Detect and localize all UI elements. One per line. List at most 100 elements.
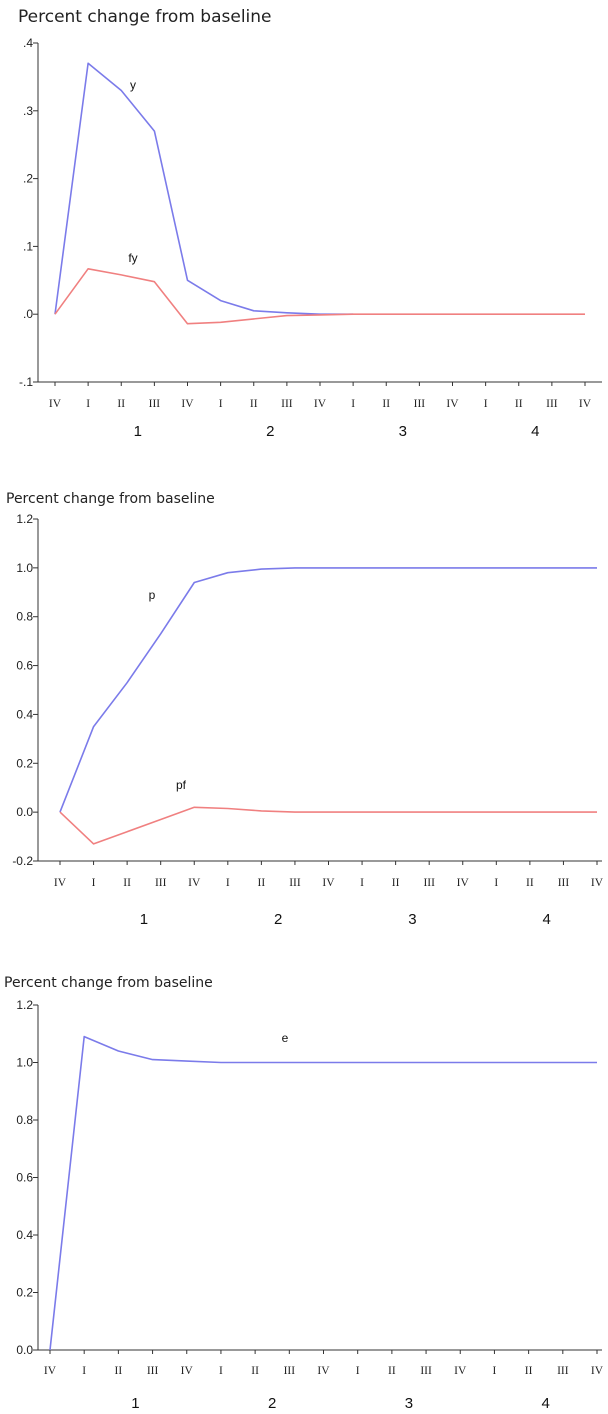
- y-tick-label: 0.2: [16, 756, 33, 770]
- x-tick-label: IV: [181, 1365, 194, 1377]
- y-tick-label: .2: [23, 172, 33, 186]
- x-tick-label: IV: [54, 877, 67, 889]
- x-tick-label: II: [117, 398, 125, 410]
- x-tick-label: I: [484, 398, 488, 410]
- year-label: 3: [399, 423, 407, 440]
- x-tick-label: I: [351, 398, 355, 410]
- y-tick-label: 1.2: [16, 998, 33, 1012]
- series-label-e: e: [282, 1031, 289, 1045]
- x-tick-label: I: [493, 1365, 497, 1377]
- x-tick-label: I: [92, 877, 96, 889]
- x-tick-label: II: [525, 1365, 533, 1377]
- series-line-p: [59, 567, 597, 813]
- y-tick-label: 1.2: [16, 512, 33, 526]
- y-tick-label: 0.4: [16, 1228, 33, 1242]
- chart-title: Percent change from baseline: [4, 975, 213, 991]
- x-tick-label: II: [250, 398, 258, 410]
- year-label: 3: [405, 1395, 413, 1412]
- x-tick-label: III: [414, 398, 426, 410]
- x-tick-label: IV: [322, 877, 335, 889]
- x-tick-label: I: [86, 398, 90, 410]
- chart-title: Percent change from baseline: [6, 491, 215, 507]
- year-label: 1: [131, 1395, 139, 1412]
- year-label: 4: [542, 1395, 550, 1412]
- x-tick-label: IV: [579, 398, 592, 410]
- x-tick-label: IV: [591, 877, 604, 889]
- x-tick-label: II: [388, 1365, 396, 1377]
- y-tick-label: 0.2: [16, 1286, 33, 1300]
- x-tick-label: I: [82, 1365, 86, 1377]
- x-tick-label: II: [392, 877, 400, 889]
- x-tick-label: III: [284, 1365, 296, 1377]
- x-tick-label: II: [515, 398, 523, 410]
- x-tick-label: III: [281, 398, 293, 410]
- x-tick-label: III: [147, 1365, 159, 1377]
- y-tick-label: 1.0: [16, 561, 33, 575]
- y-tick-label: 0.4: [16, 707, 33, 721]
- y-tick-label: 0.6: [16, 659, 33, 673]
- x-tick-label: III: [149, 398, 161, 410]
- x-tick-label: II: [115, 1365, 123, 1377]
- x-tick-label: II: [382, 398, 390, 410]
- year-label: 2: [274, 911, 282, 928]
- year-label: 2: [266, 423, 274, 440]
- series-label-pf: pf: [176, 778, 187, 792]
- x-tick-label: I: [219, 1365, 223, 1377]
- y-tick-label: 0.8: [16, 1113, 33, 1127]
- x-tick-label: IV: [446, 398, 459, 410]
- y-tick-label: -.1: [19, 375, 33, 389]
- y-tick-label: .4: [23, 36, 33, 50]
- x-tick-label: I: [360, 877, 364, 889]
- x-tick-label: III: [155, 877, 167, 889]
- x-tick-label: II: [526, 877, 534, 889]
- x-tick-label: IV: [454, 1365, 467, 1377]
- y-tick-label: -0.2: [12, 854, 33, 868]
- series-line-fy: [54, 267, 585, 325]
- year-label: 2: [268, 1395, 276, 1412]
- y-tick-label: .3: [23, 104, 33, 118]
- year-label: 4: [531, 423, 539, 440]
- x-tick-label: III: [546, 398, 558, 410]
- x-tick-label: II: [123, 877, 131, 889]
- x-tick-label: III: [558, 877, 570, 889]
- y-tick-label: 0.8: [16, 610, 33, 624]
- y-tick-label: 1.0: [16, 1056, 33, 1070]
- x-tick-label: IV: [317, 1365, 330, 1377]
- chart-title: Percent change from baseline: [18, 7, 272, 27]
- chart-3: Percent change from baseline 1.2 1.0 0.8 0.6…: [4, 975, 604, 1412]
- x-tick-label: IV: [457, 877, 470, 889]
- y-tick-label: .1: [23, 239, 33, 253]
- x-tick-label: II: [251, 1365, 259, 1377]
- x-tick-label: III: [289, 877, 301, 889]
- x-tick-label: III: [420, 1365, 432, 1377]
- series-label-p: p: [149, 588, 156, 602]
- x-tick-label: I: [494, 877, 498, 889]
- series-line-e: [49, 1035, 597, 1351]
- chart-2: Percent change from baseline 1.2 1.0 0.8 0.6…: [6, 491, 604, 928]
- y-tick-label: .0: [23, 307, 33, 321]
- series-line-y: [54, 62, 354, 316]
- series-label-fy: fy: [128, 251, 137, 265]
- series-label-y: y: [130, 78, 136, 92]
- year-label: 1: [134, 423, 142, 440]
- y-tick-label: 0.6: [16, 1171, 33, 1185]
- x-tick-label: IV: [44, 1365, 57, 1377]
- year-label: 3: [408, 911, 416, 928]
- x-tick-label: I: [219, 398, 223, 410]
- y-tick-label: 0.0: [16, 1343, 33, 1357]
- x-tick-label: III: [423, 877, 435, 889]
- x-tick-label: IV: [49, 398, 62, 410]
- series-line-pf: [59, 806, 597, 845]
- y-tick-label: 0.0: [16, 805, 33, 819]
- x-tick-label: II: [258, 877, 266, 889]
- x-tick-label: I: [356, 1365, 360, 1377]
- chart-1: Percent change from baseline .4 .3 .2 .1 .0 -.…: [18, 7, 602, 440]
- year-label: 4: [542, 911, 550, 928]
- x-tick-label: IV: [188, 877, 201, 889]
- year-label: 1: [140, 911, 148, 928]
- x-tick-label: IV: [181, 398, 194, 410]
- x-tick-label: IV: [314, 398, 327, 410]
- x-tick-label: III: [557, 1365, 569, 1377]
- x-tick-label: I: [226, 877, 230, 889]
